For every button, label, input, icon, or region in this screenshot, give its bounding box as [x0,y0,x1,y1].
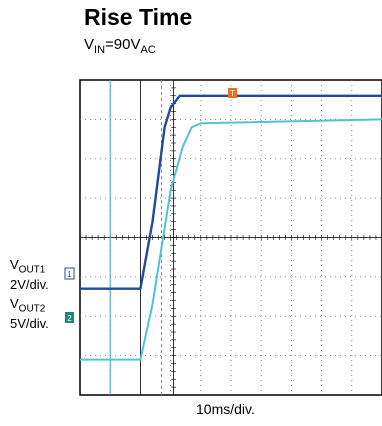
channel-2-marker-text: 2 [67,314,72,323]
trace-vout1 [80,94,382,290]
channel-2-marker-box [65,312,74,323]
channel-1-label: VOUT1 2V/div. [10,258,49,292]
trigger-marker-box [228,88,237,98]
channel-1-scale: 2V/div. [10,276,49,292]
channel-1-marker-text: 1 [67,270,72,279]
channel-1-name: VOUT1 [10,257,46,276]
channel-2-label: VOUT2 5V/div. [10,297,49,331]
channel-2-name: VOUT2 [10,296,46,315]
channel-1-marker-box [64,267,75,280]
trace-vout2 [80,118,382,361]
traces [80,94,382,361]
channel-2-scale: 5V/div. [10,315,49,331]
chart-subtitle: VIN=90VAC [84,36,156,56]
channel-2-marker: 2 [65,312,74,323]
trigger-marker-text: T [230,89,235,98]
channel-1-marker: 1 [64,267,75,280]
trigger-marker: T [228,88,237,98]
chart-title: Rise Time [84,4,193,30]
x-scale-label: 10ms/div. [196,401,255,417]
cursors [109,80,163,395]
